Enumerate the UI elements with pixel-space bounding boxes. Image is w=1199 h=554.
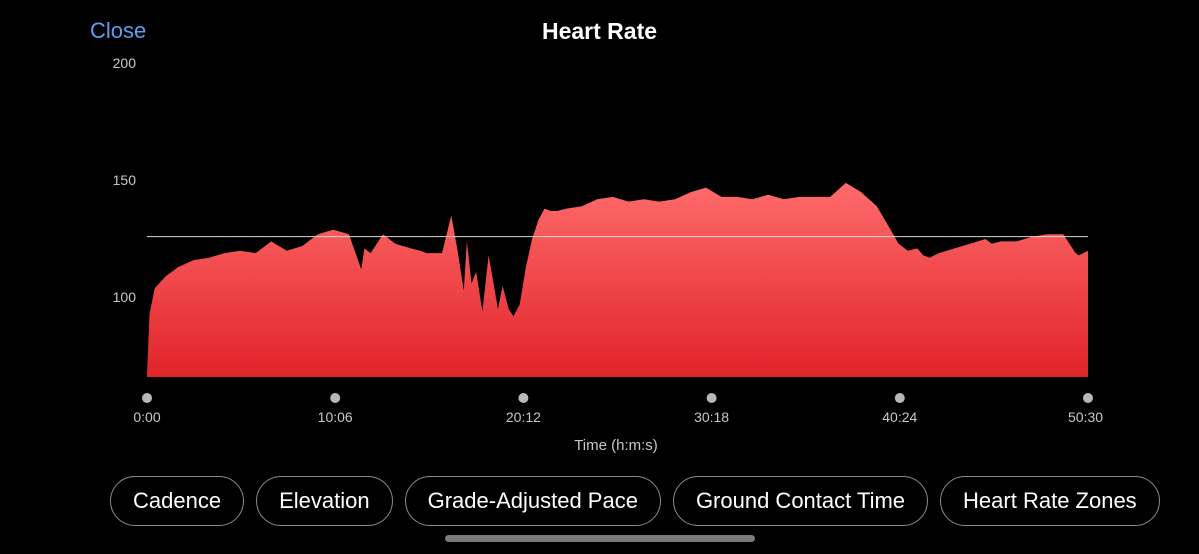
- x-tick-dot: [142, 393, 152, 403]
- x-tick-label: 50:30: [1068, 409, 1103, 425]
- metric-chip-bar: Cadence Elevation Grade-Adjusted Pace Gr…: [110, 476, 1160, 526]
- chip-grade-adjusted-pace[interactable]: Grade-Adjusted Pace: [404, 476, 661, 526]
- page-title: Heart Rate: [541, 18, 658, 44]
- x-tick-label: 20:12: [506, 409, 541, 425]
- x-tick-label: 10:06: [318, 409, 353, 425]
- y-tick-label: 200: [113, 55, 137, 71]
- heart-rate-area: [147, 182, 1088, 377]
- x-axis-label: Time (h:m:s): [574, 437, 658, 454]
- x-tick-dot: [330, 393, 341, 403]
- x-tick-dot: [706, 393, 717, 403]
- chip-ground-contact-time[interactable]: Ground Contact Time: [672, 476, 929, 526]
- x-tick-dot: [894, 393, 905, 403]
- x-tick-label: 30:18: [694, 409, 729, 425]
- x-tick-dot: [1083, 393, 1093, 403]
- chip-heart-rate-zones[interactable]: Heart Rate Zones: [940, 476, 1160, 526]
- chip-cadence[interactable]: Cadence: [110, 476, 245, 526]
- y-tick-label: 100: [113, 289, 137, 305]
- x-tick-dot: [518, 393, 529, 403]
- x-tick-label: 0:00: [133, 409, 160, 425]
- y-tick-label: 150: [113, 172, 137, 188]
- x-tick-label: 40:24: [882, 409, 917, 425]
- close-button[interactable]: Close: [90, 18, 147, 43]
- chip-elevation[interactable]: Elevation: [256, 476, 393, 526]
- home-indicator[interactable]: [445, 535, 755, 542]
